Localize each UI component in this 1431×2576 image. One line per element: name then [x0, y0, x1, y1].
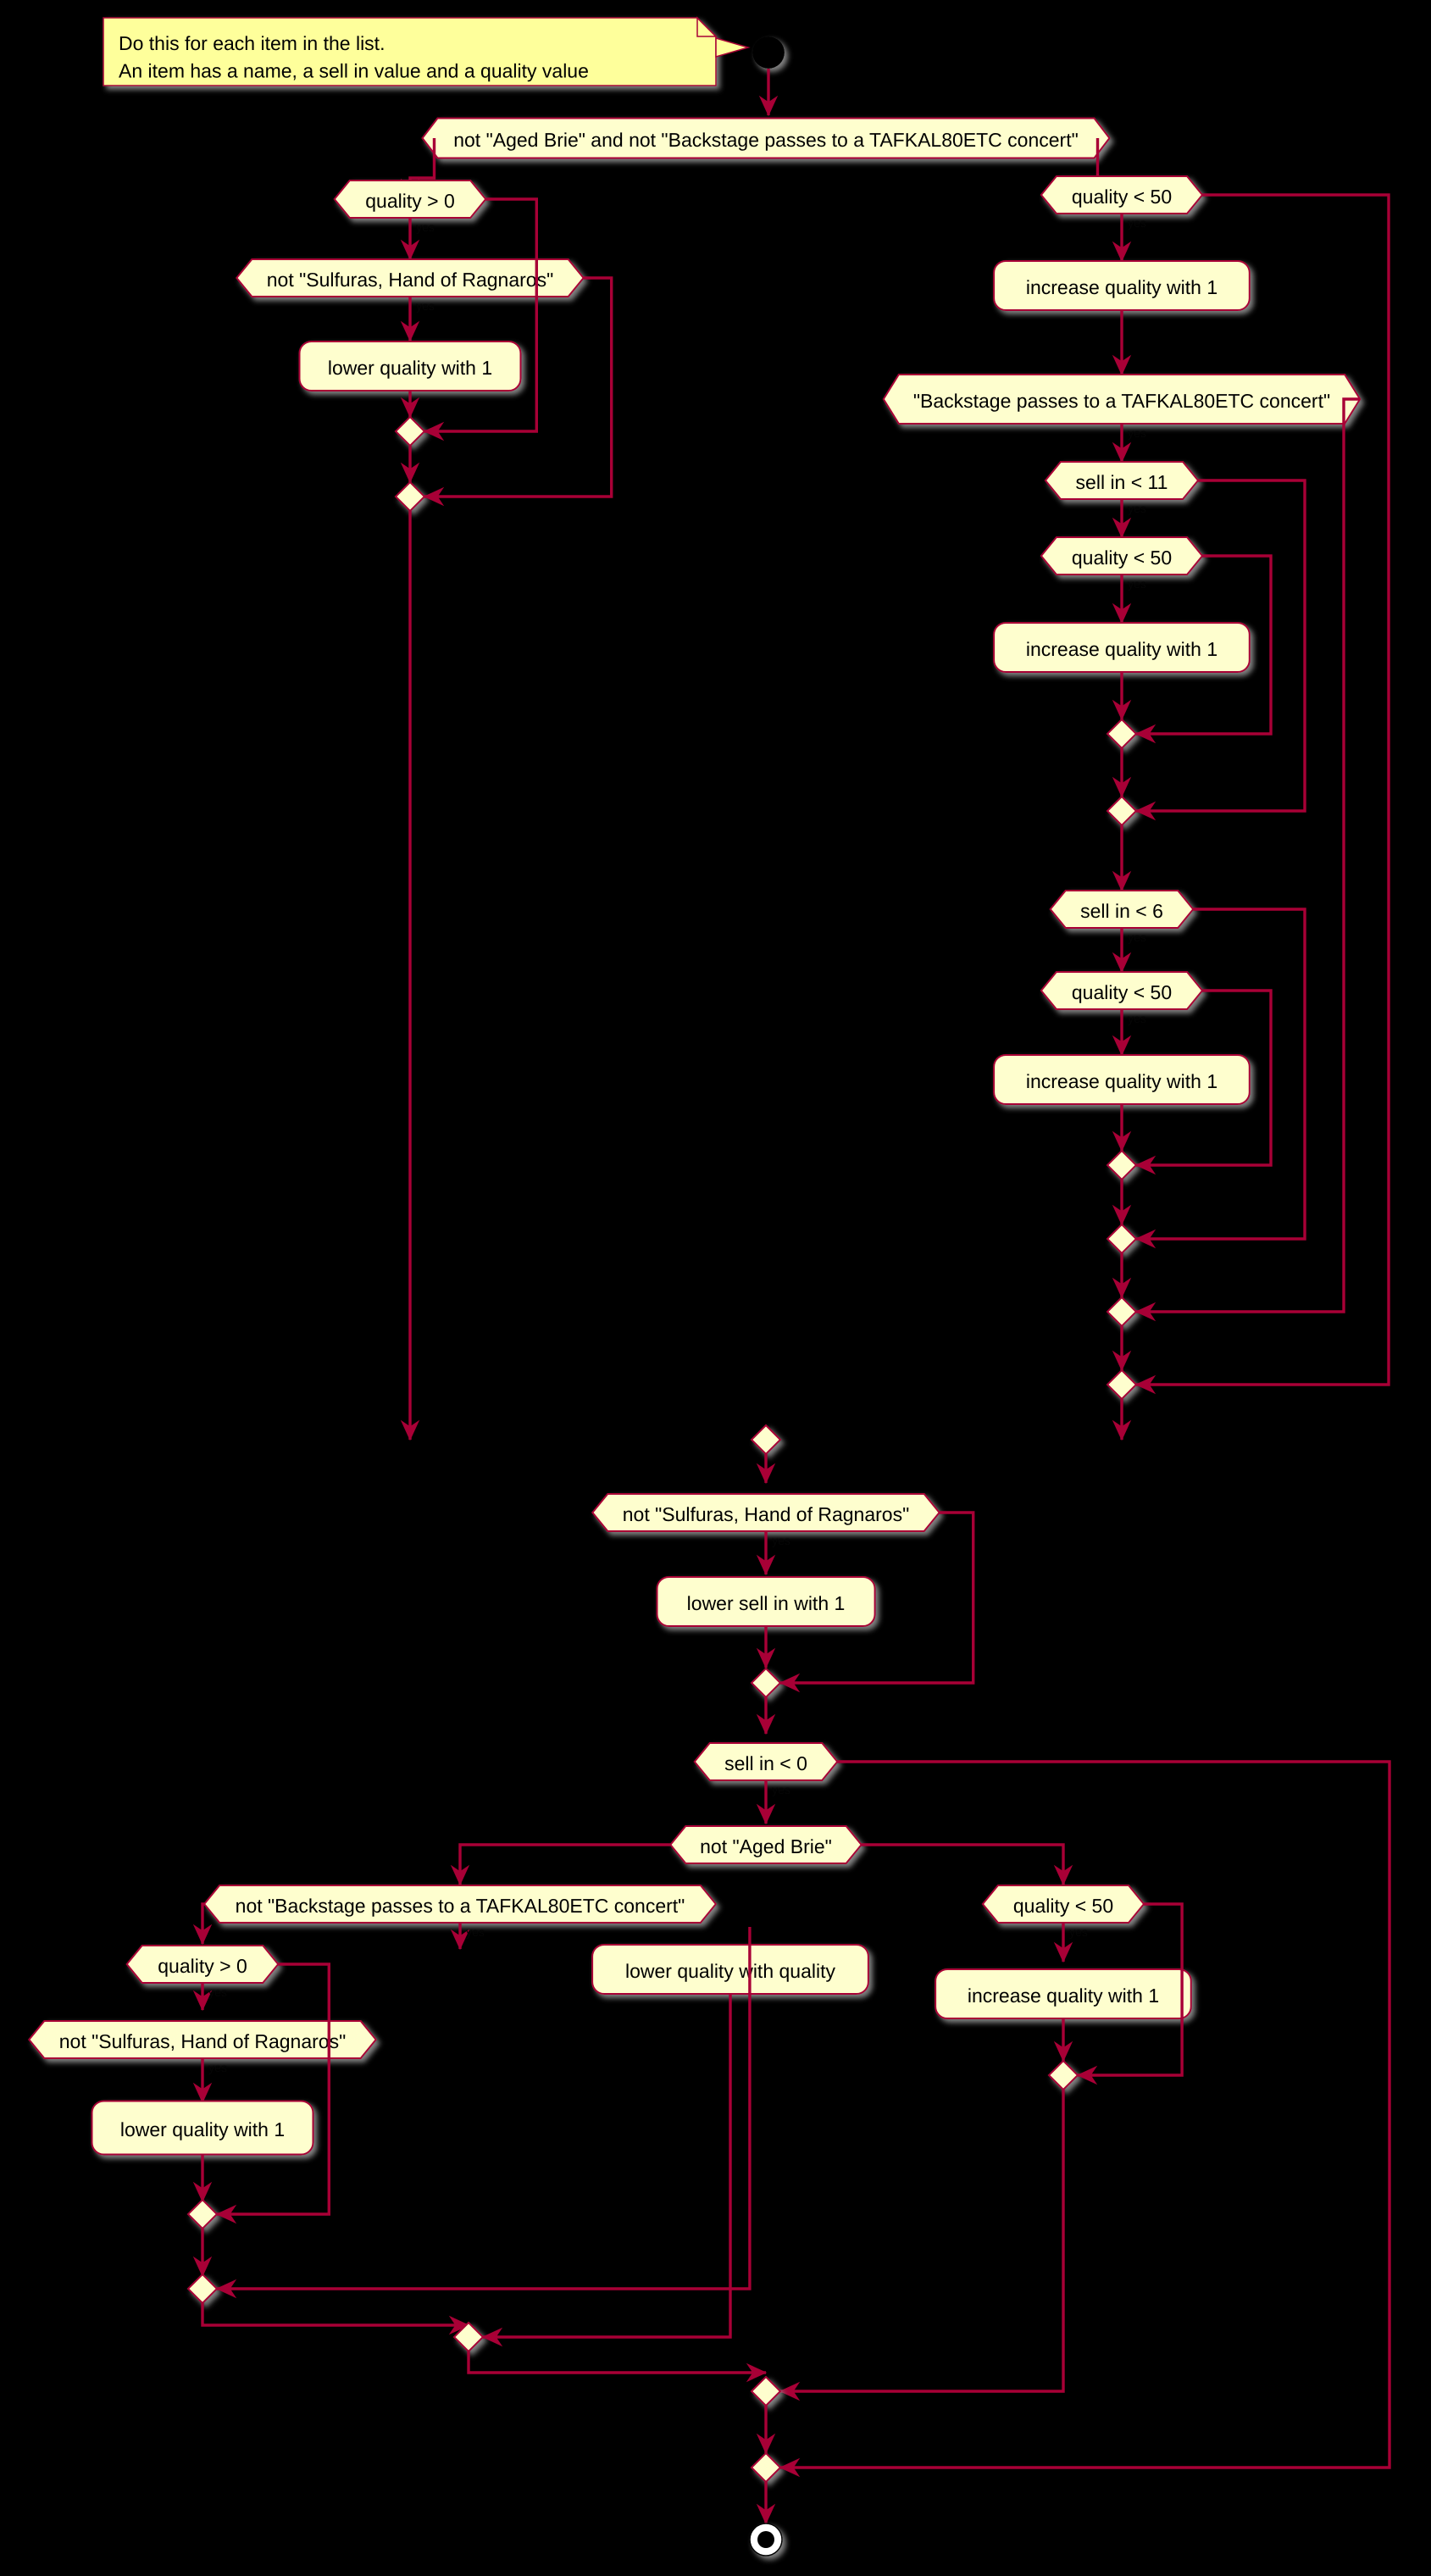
svg-text:increase quality with 1: increase quality with 1 — [1026, 276, 1217, 298]
svg-text:not "Sulfuras, Hand of Ragnaro: not "Sulfuras, Hand of Ragnaros" — [59, 2030, 347, 2052]
svg-text:not "Backstage passes to a TAF: not "Backstage passes to a TAFKAL80ETC c… — [236, 1895, 685, 1917]
svg-text:lower quality with 1: lower quality with 1 — [328, 357, 492, 379]
svg-text:not "Sulfuras, Hand of Ragnaro: not "Sulfuras, Hand of Ragnaros" — [623, 1503, 910, 1525]
svg-text:increase quality with 1: increase quality with 1 — [1026, 638, 1217, 660]
svg-text:yes: yes — [466, 1925, 485, 1939]
svg-text:yes: yes — [208, 2061, 227, 2074]
svg-text:yes: yes — [1128, 577, 1146, 591]
svg-text:yes: yes — [772, 1534, 790, 1547]
svg-text:lower sell in with 1: lower sell in with 1 — [687, 1592, 846, 1614]
svg-text:lower quality with quality: lower quality with quality — [625, 1960, 836, 1982]
svg-text:quality < 50: quality < 50 — [1072, 981, 1172, 1003]
svg-text:yes: yes — [1128, 930, 1146, 944]
svg-text:yes: yes — [772, 1783, 790, 1796]
svg-text:quality < 50: quality < 50 — [1072, 547, 1172, 569]
svg-text:yes: yes — [1128, 502, 1146, 515]
svg-text:sell in < 6: sell in < 6 — [1080, 900, 1163, 922]
svg-text:yes: yes — [208, 1985, 227, 1999]
svg-text:not "Sulfuras, Hand of Ragnaro: not "Sulfuras, Hand of Ragnaros" — [267, 269, 554, 291]
svg-text:increase quality with 1: increase quality with 1 — [1026, 1070, 1217, 1092]
svg-text:yes: yes — [416, 220, 435, 234]
svg-text:yes: yes — [1069, 1925, 1088, 1939]
svg-text:quality > 0: quality > 0 — [365, 190, 455, 212]
svg-text:An item has a name, a sell in: An item has a name, a sell in value and … — [119, 60, 589, 82]
svg-text:quality > 0: quality > 0 — [158, 1955, 247, 1977]
svg-text:lower quality with 1: lower quality with 1 — [120, 2118, 285, 2140]
svg-text:quality < 50: quality < 50 — [1072, 186, 1172, 208]
svg-text:yes: yes — [416, 299, 435, 313]
svg-text:sell in < 11: sell in < 11 — [1076, 471, 1168, 493]
svg-text:increase quality with 1: increase quality with 1 — [968, 1985, 1159, 2007]
svg-text:quality < 50: quality < 50 — [1013, 1895, 1113, 1917]
svg-text:not "Aged Brie" and not "Backs: not "Aged Brie" and not "Backstage passe… — [453, 129, 1079, 151]
svg-text:not "Aged Brie": not "Aged Brie" — [700, 1835, 832, 1857]
svg-text:sell in < 0: sell in < 0 — [724, 1752, 807, 1774]
svg-text:yes: yes — [1128, 216, 1146, 230]
svg-text:yes: yes — [1128, 426, 1146, 440]
svg-text:Do this for each item in the l: Do this for each item in the list. — [119, 32, 385, 54]
svg-text:"Backstage passes to a TAFKAL8: "Backstage passes to a TAFKAL80ETC conce… — [913, 390, 1330, 412]
svg-text:yes: yes — [1128, 1012, 1146, 1025]
